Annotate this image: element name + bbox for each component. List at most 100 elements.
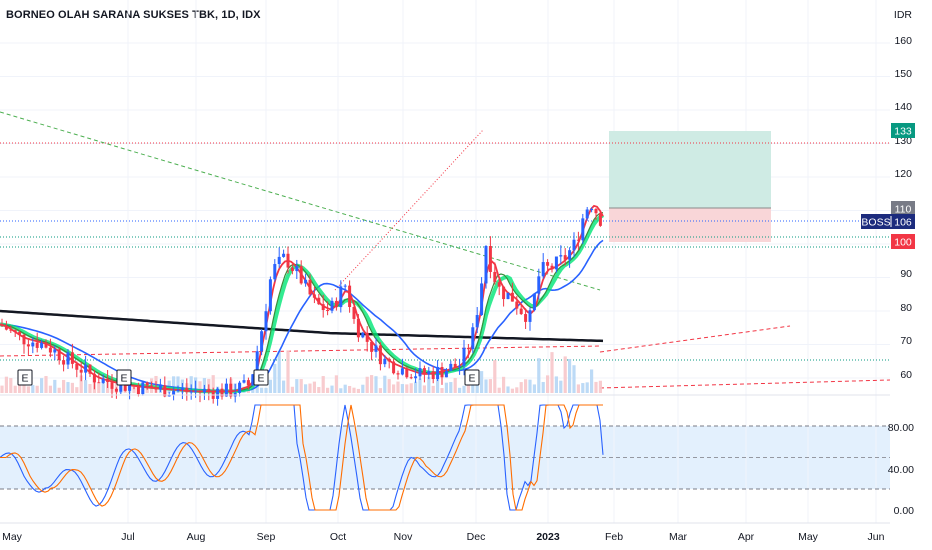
volume-bar (484, 379, 488, 393)
volume-bar (374, 376, 378, 393)
time-label: May (798, 531, 819, 543)
candle-body (431, 371, 435, 380)
candle-body (458, 365, 462, 368)
candle-body (519, 308, 523, 315)
volume-bar (57, 387, 61, 393)
volume-bar (290, 386, 294, 393)
candle-body (114, 388, 118, 392)
volume-bar (295, 379, 299, 393)
price-badges: 133 110 BOSS 106 100 (861, 123, 915, 249)
candle-body (224, 383, 228, 397)
volume-bar (488, 379, 492, 393)
volume-bar (506, 386, 510, 393)
time-label: Sep (257, 531, 276, 543)
volume-bar (444, 382, 448, 393)
candle-body (158, 385, 162, 390)
volume-bar (31, 385, 35, 393)
volume-bar (581, 383, 585, 393)
candle-body (528, 310, 532, 322)
candle-body (590, 209, 594, 211)
candle-body (53, 349, 57, 353)
volume-bar (436, 378, 440, 393)
price-axis[interactable]: IDR 160 150 140 130 120 110 100 90 80 70… (894, 9, 913, 381)
volume-bar (396, 381, 400, 393)
volume-bar (370, 375, 374, 393)
volume-bar (440, 388, 444, 393)
volume-bar (383, 375, 387, 393)
candle-body (88, 364, 92, 374)
candle-body (132, 385, 136, 387)
volume-bar (277, 351, 281, 393)
candle-body (185, 388, 189, 392)
rising-trendline-1 (599, 325, 791, 353)
price-tick: 140 (894, 101, 912, 113)
candle-body (400, 368, 404, 375)
volume-bar (414, 381, 418, 393)
earnings-marker[interactable]: E (116, 369, 132, 386)
volume-bar (431, 385, 435, 393)
candle-body (497, 282, 501, 287)
volume-bar (9, 378, 13, 393)
candle-body (563, 255, 567, 260)
time-axis[interactable]: May Jul Aug Sep Oct Nov Dec 2023 Feb Mar… (2, 531, 885, 543)
candle-body (145, 382, 149, 386)
ma-mid-line (0, 239, 604, 392)
time-label: Jul (121, 531, 134, 543)
candle-body (176, 389, 180, 392)
time-label: Apr (738, 531, 755, 543)
candle-body (246, 380, 250, 386)
volume-bar (480, 371, 484, 393)
volume-bar (576, 384, 580, 393)
volume-bar (321, 376, 325, 393)
candle-body (75, 363, 79, 370)
candle-body (550, 265, 554, 270)
candle-body (308, 279, 312, 295)
candle-body (119, 382, 123, 392)
price-tick: 90 (900, 268, 912, 280)
volume-bar (299, 379, 303, 393)
volume-bar (260, 387, 264, 393)
earnings-marker[interactable]: E (464, 369, 480, 386)
candle-body (317, 297, 321, 305)
volume-bar (546, 375, 550, 393)
earnings-marker[interactable]: E (17, 369, 33, 386)
oscillator-axis[interactable]: 80.00 40.00 0.00 (888, 422, 914, 517)
volume-bar (40, 378, 44, 393)
volume-bar (88, 383, 92, 393)
osc-tick: 80.00 (888, 422, 914, 434)
candle-body (462, 347, 466, 366)
volume-bar (348, 385, 352, 393)
candle-body (282, 253, 286, 257)
candle-body (167, 394, 171, 397)
volume-bar (510, 388, 514, 393)
volume-bar (326, 387, 330, 393)
volume-bar (537, 358, 541, 393)
volume-bar (264, 387, 268, 393)
candle-body (392, 361, 396, 374)
target-badge-bg (891, 123, 915, 138)
volume-bar (493, 360, 497, 393)
candle-body (449, 363, 453, 371)
volume-bar (515, 387, 519, 393)
candle-body (92, 373, 96, 383)
candle-body (440, 367, 444, 378)
candle-body (339, 286, 343, 308)
candle-body (422, 368, 426, 375)
osc-tick: 0.00 (894, 505, 915, 517)
volume-bar (563, 356, 567, 393)
volume-bar (449, 382, 453, 393)
volume-bar (268, 379, 272, 393)
time-label: Jun (868, 531, 885, 543)
candle-body (370, 341, 374, 352)
volume-bar (392, 384, 396, 393)
candle-body (268, 279, 272, 312)
volume-bar (365, 376, 369, 393)
chart-title: BORNEO OLAH SARANA SUKSES TBK, 1D, IDX (6, 9, 261, 21)
earnings-marker[interactable]: E (253, 369, 269, 386)
volume-bar (559, 380, 563, 393)
volume-bar (554, 376, 558, 393)
candle-body (326, 310, 330, 312)
volume-bar (405, 384, 409, 393)
earnings-marker-label: E (120, 373, 127, 385)
